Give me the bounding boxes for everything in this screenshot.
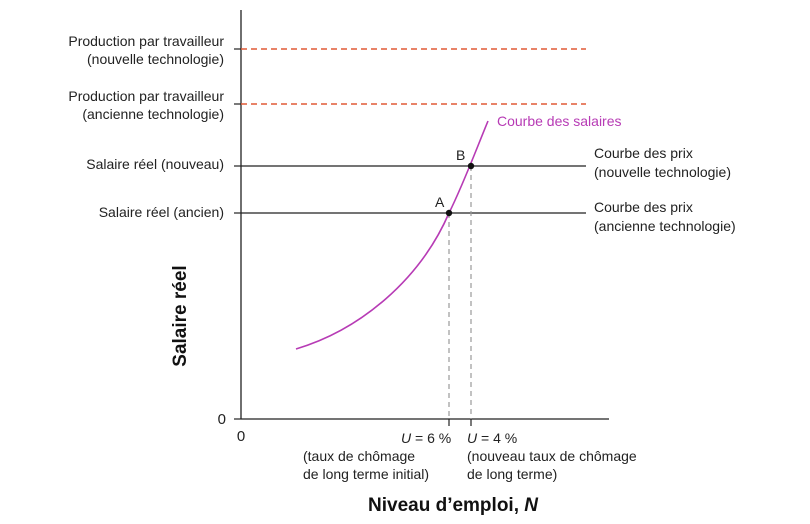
label-u6-line1: U = 6 % [401, 430, 451, 446]
label-u4-line3: de long terme) [467, 466, 557, 482]
x-axis-title: Niveau d’emploi, N [368, 495, 539, 516]
y-origin-label: 0 [218, 411, 226, 428]
label-wage-curve: Courbe des salaires [497, 113, 622, 129]
label-u4-value: = 4 % [477, 430, 517, 446]
x-axis-title-var: N [524, 495, 539, 516]
label-u4-line1: U = 4 % [467, 430, 517, 446]
x-axis-title-text: Niveau d’emploi, [368, 495, 524, 516]
label-wage-new: Salaire réel (nouveau) [86, 156, 224, 172]
label-u4-line2: (nouveau taux de chômage [467, 448, 637, 464]
label-prod-old-1: Production par travailleur [68, 88, 224, 104]
x-origin-label: 0 [237, 428, 245, 445]
label-prod-new-1: Production par travailleur [68, 33, 224, 49]
point-a [445, 209, 453, 217]
label-u6-line2: (taux de chômage [303, 448, 415, 464]
point-b [467, 162, 475, 170]
label-u6-prefix: U [401, 430, 412, 446]
y-axis-title: Salaire réel [170, 265, 191, 366]
label-prod-new-2: (nouvelle technologie) [87, 51, 224, 67]
label-u6-line3: de long terme initial) [303, 466, 429, 482]
label-price-old-2: (ancienne technologie) [594, 218, 736, 234]
label-u6-value: = 6 % [411, 430, 451, 446]
label-prod-old-2: (ancienne technologie) [82, 106, 224, 122]
wage-curve [295, 120, 489, 350]
point-a-label: A [435, 194, 445, 210]
label-price-new-1: Courbe des prix [594, 145, 693, 161]
label-price-old-1: Courbe des prix [594, 199, 693, 215]
label-wage-old: Salaire réel (ancien) [99, 204, 224, 220]
label-u4-prefix: U [467, 430, 478, 446]
label-price-new-2: (nouvelle technologie) [594, 164, 731, 180]
point-b-label: B [456, 147, 465, 163]
